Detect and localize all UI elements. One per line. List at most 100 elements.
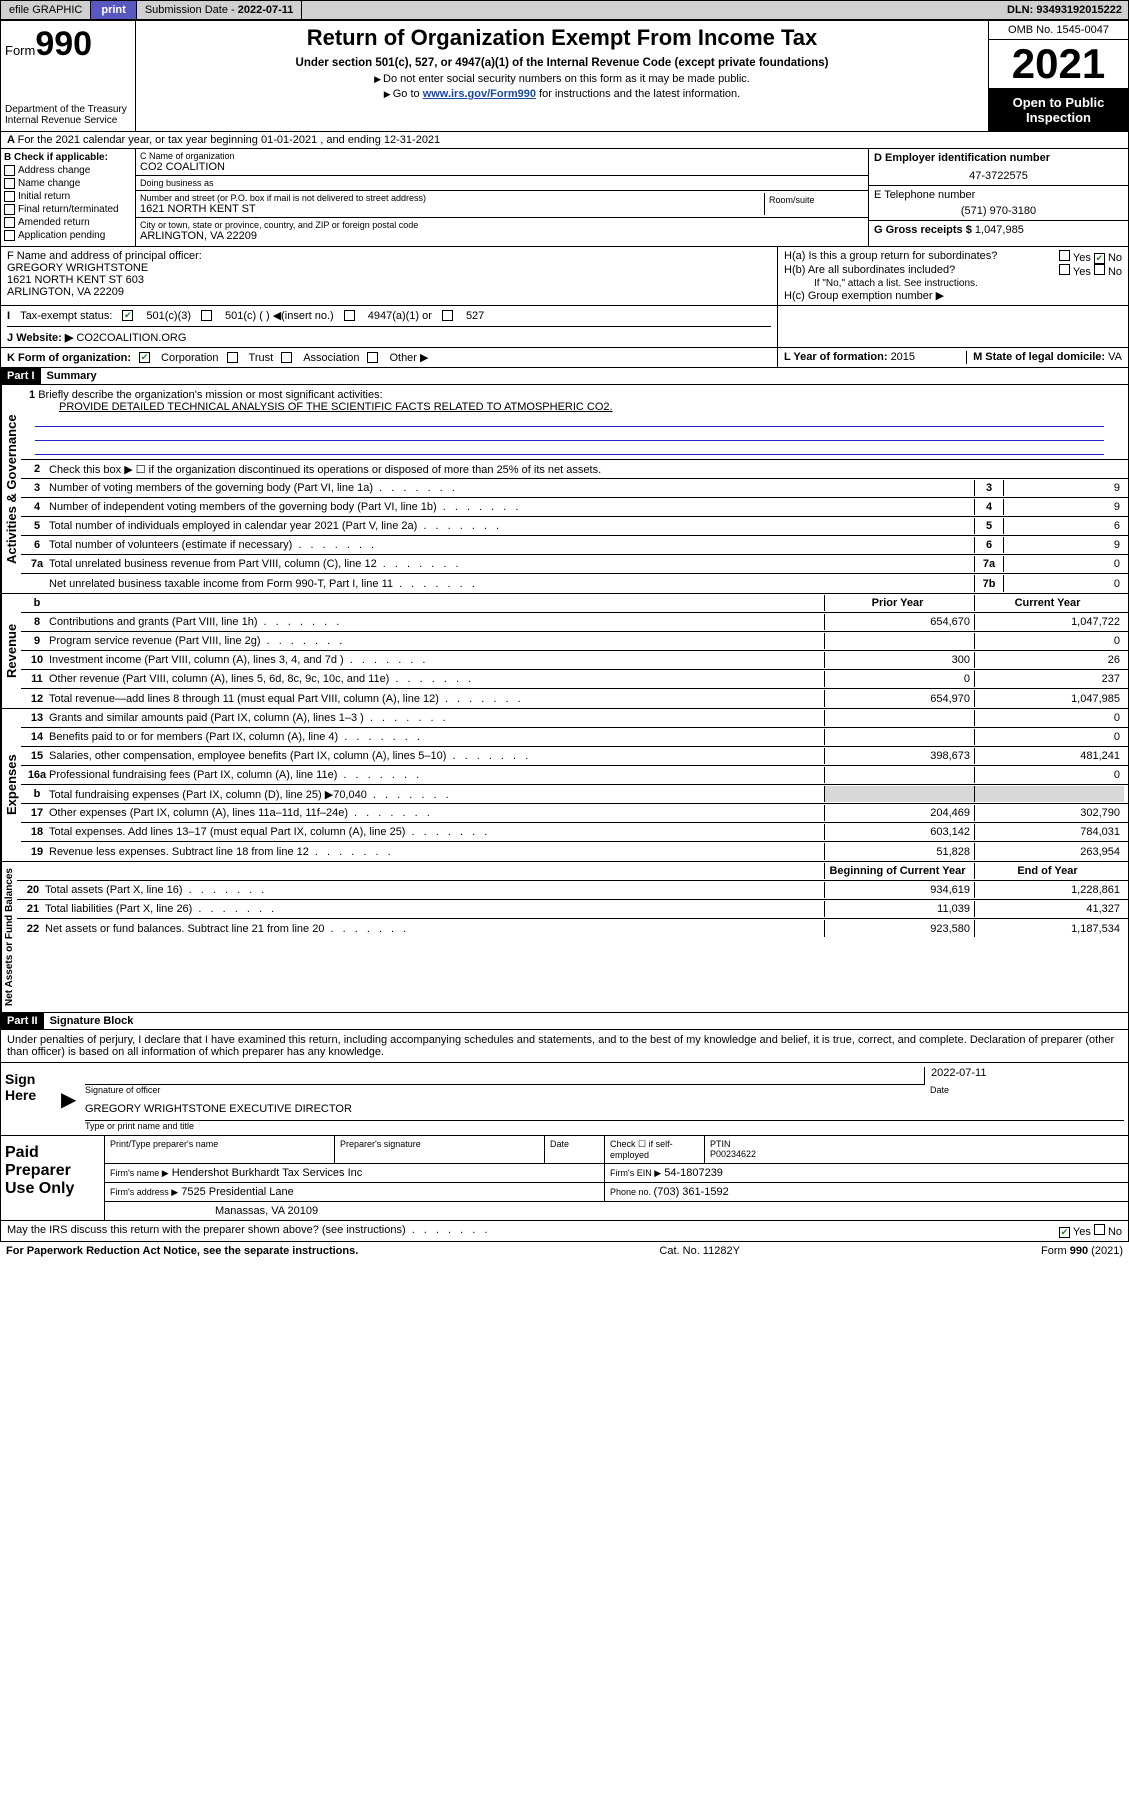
table-row: 8Contributions and grants (Part VIII, li… xyxy=(21,613,1128,632)
tax-status-label: Tax-exempt status: xyxy=(20,310,112,322)
table-row: 21Total liabilities (Part X, line 26)11,… xyxy=(17,900,1128,919)
chk-trust[interactable] xyxy=(227,352,238,363)
officer-name-sig: GREGORY WRIGHTSTONE EXECUTIVE DIRECTOR xyxy=(85,1103,1124,1121)
org-name-label: C Name of organization xyxy=(140,151,235,161)
line-6: Total number of volunteers (estimate if … xyxy=(49,539,974,551)
table-row: 14Benefits paid to or for members (Part … xyxy=(21,728,1128,747)
ha-no[interactable]: ✔ xyxy=(1094,253,1105,264)
org-name: CO2 COALITION xyxy=(140,161,225,173)
col-c-org-info: C Name of organization CO2 COALITION Doi… xyxy=(136,149,868,246)
sign-here-label: Sign Here xyxy=(1,1063,61,1135)
sig-date-label: Date xyxy=(924,1085,1124,1095)
open-inspection: Open to Public Inspection xyxy=(989,89,1128,131)
form-title: Return of Organization Exempt From Incom… xyxy=(140,25,984,51)
activities-governance-section: Activities & Governance 1 Briefly descri… xyxy=(0,385,1129,594)
year-formation: 2015 xyxy=(891,351,915,363)
discuss-yes[interactable]: ✔ xyxy=(1059,1227,1070,1238)
tax-year: 2021 xyxy=(989,40,1128,89)
revenue-section: Revenue bPrior YearCurrent Year 8Contrib… xyxy=(0,594,1129,709)
state-domicile-label: M State of legal domicile: xyxy=(973,351,1108,363)
dln: DLN: 93493192015222 xyxy=(1007,4,1128,16)
signature-section: Under penalties of perjury, I declare th… xyxy=(0,1030,1129,1242)
gross-label: G Gross receipts $ xyxy=(874,224,975,236)
omb-number: OMB No. 1545-0047 xyxy=(989,21,1128,40)
preparer-section: Paid Preparer Use Only Print/Type prepar… xyxy=(1,1135,1128,1220)
form-org-label: K Form of organization: xyxy=(7,352,131,364)
officer-addr2: ARLINGTON, VA 22209 xyxy=(7,286,771,298)
table-row: 22Net assets or fund balances. Subtract … xyxy=(17,919,1128,938)
hb-no[interactable] xyxy=(1094,264,1105,275)
officer-name: GREGORY WRIGHTSTONE xyxy=(7,262,771,274)
section-klm: K Form of organization: ✔Corporation Tru… xyxy=(0,348,1129,368)
discuss-no[interactable] xyxy=(1094,1224,1105,1235)
prep-h3: Date xyxy=(545,1136,605,1163)
website-value: CO2COALITION.ORG xyxy=(76,332,186,344)
ha-yes[interactable] xyxy=(1059,250,1070,261)
chk-initial-return[interactable] xyxy=(4,191,15,202)
ssn-note: Do not enter social security numbers on … xyxy=(140,73,984,85)
table-row: 20Total assets (Part X, line 16)934,6191… xyxy=(17,881,1128,900)
may-discuss: May the IRS discuss this return with the… xyxy=(7,1224,406,1236)
officer-label: F Name and address of principal officer: xyxy=(7,250,771,262)
vtab-revenue: Revenue xyxy=(1,594,21,708)
expenses-section: Expenses 13Grants and similar amounts pa… xyxy=(0,709,1129,862)
form-number: Form990 xyxy=(5,25,131,64)
chk-application-pending[interactable] xyxy=(4,230,15,241)
tel-label: E Telephone number xyxy=(874,189,1123,201)
line-3: Number of voting members of the governin… xyxy=(49,482,974,494)
chk-corporation[interactable]: ✔ xyxy=(139,352,150,363)
hdr-end-year: End of Year xyxy=(974,863,1124,879)
irs-form990-link[interactable]: www.irs.gov/Form990 xyxy=(423,88,536,100)
dba-label: Doing business as xyxy=(140,178,214,188)
table-row: 13Grants and similar amounts paid (Part … xyxy=(21,709,1128,728)
officer-name-label: Type or print name and title xyxy=(85,1121,1124,1131)
section-f-h: F Name and address of principal officer:… xyxy=(0,247,1129,306)
chk-501c[interactable] xyxy=(201,310,212,321)
prep-check-if: Check ☐ if self-employed xyxy=(605,1136,705,1163)
cat-no: Cat. No. 11282Y xyxy=(659,1245,740,1257)
table-row: 12Total revenue—add lines 8 through 11 (… xyxy=(21,689,1128,708)
hb-label: H(b) Are all subordinates included? xyxy=(784,264,955,278)
part1-header: Part ISummary xyxy=(0,368,1129,385)
ha-label: H(a) Is this a group return for subordin… xyxy=(784,250,997,264)
hc-label: H(c) Group exemption number ▶ xyxy=(784,289,1122,302)
chk-4947[interactable] xyxy=(344,310,355,321)
chk-other[interactable] xyxy=(367,352,378,363)
chk-address-change[interactable] xyxy=(4,165,15,176)
chk-name-change[interactable] xyxy=(4,178,15,189)
preparer-label: Paid Preparer Use Only xyxy=(1,1136,105,1220)
sign-arrow-icon: ▶ xyxy=(61,1087,76,1112)
chk-527[interactable] xyxy=(442,310,453,321)
phone-label: Phone no. xyxy=(610,1187,654,1197)
firm-addr1: 7525 Presidential Lane xyxy=(181,1186,294,1198)
form-subtitle: Under section 501(c), 527, or 4947(a)(1)… xyxy=(140,57,984,69)
gross-value: 1,047,985 xyxy=(975,224,1024,236)
section-bcd: B Check if applicable: Address change Na… xyxy=(0,149,1129,247)
org-address: 1621 NORTH KENT ST xyxy=(140,203,764,215)
vtab-expenses: Expenses xyxy=(1,709,21,861)
table-row: 18Total expenses. Add lines 13–17 (must … xyxy=(21,823,1128,842)
table-row: 10Investment income (Part VIII, column (… xyxy=(21,651,1128,670)
line-7a: Total unrelated business revenue from Pa… xyxy=(49,558,974,570)
city-label: City or town, state or province, country… xyxy=(140,220,418,230)
room-suite-label: Room/suite xyxy=(764,193,864,215)
tel-value: (571) 970-3180 xyxy=(874,205,1123,217)
chk-final-return[interactable] xyxy=(4,204,15,215)
officer-addr1: 1621 NORTH KENT ST 603 xyxy=(7,274,771,286)
hb-yes[interactable] xyxy=(1059,264,1070,275)
sign-date: 2022-07-11 xyxy=(931,1067,1124,1079)
firm-addr-label: Firm's address ▶ xyxy=(110,1187,178,1197)
firm-ein: 54-1807239 xyxy=(664,1167,723,1179)
prep-h2: Preparer's signature xyxy=(335,1136,545,1163)
print-button[interactable]: print xyxy=(91,1,136,19)
ein-value: 47-3722575 xyxy=(874,170,1123,182)
mission-text: PROVIDE DETAILED TECHNICAL ANALYSIS OF T… xyxy=(59,401,613,413)
chk-association[interactable] xyxy=(281,352,292,363)
chk-501c3[interactable]: ✔ xyxy=(122,310,133,321)
chk-amended-return[interactable] xyxy=(4,217,15,228)
line-5: Total number of individuals employed in … xyxy=(49,520,974,532)
row-a-tax-year: A For the 2021 calendar year, or tax yea… xyxy=(0,132,1129,149)
website-label: Website: ▶ xyxy=(16,332,73,344)
netassets-section: Net Assets or Fund Balances Beginning of… xyxy=(0,862,1129,1013)
mission-label: Briefly describe the organization's miss… xyxy=(38,389,382,401)
